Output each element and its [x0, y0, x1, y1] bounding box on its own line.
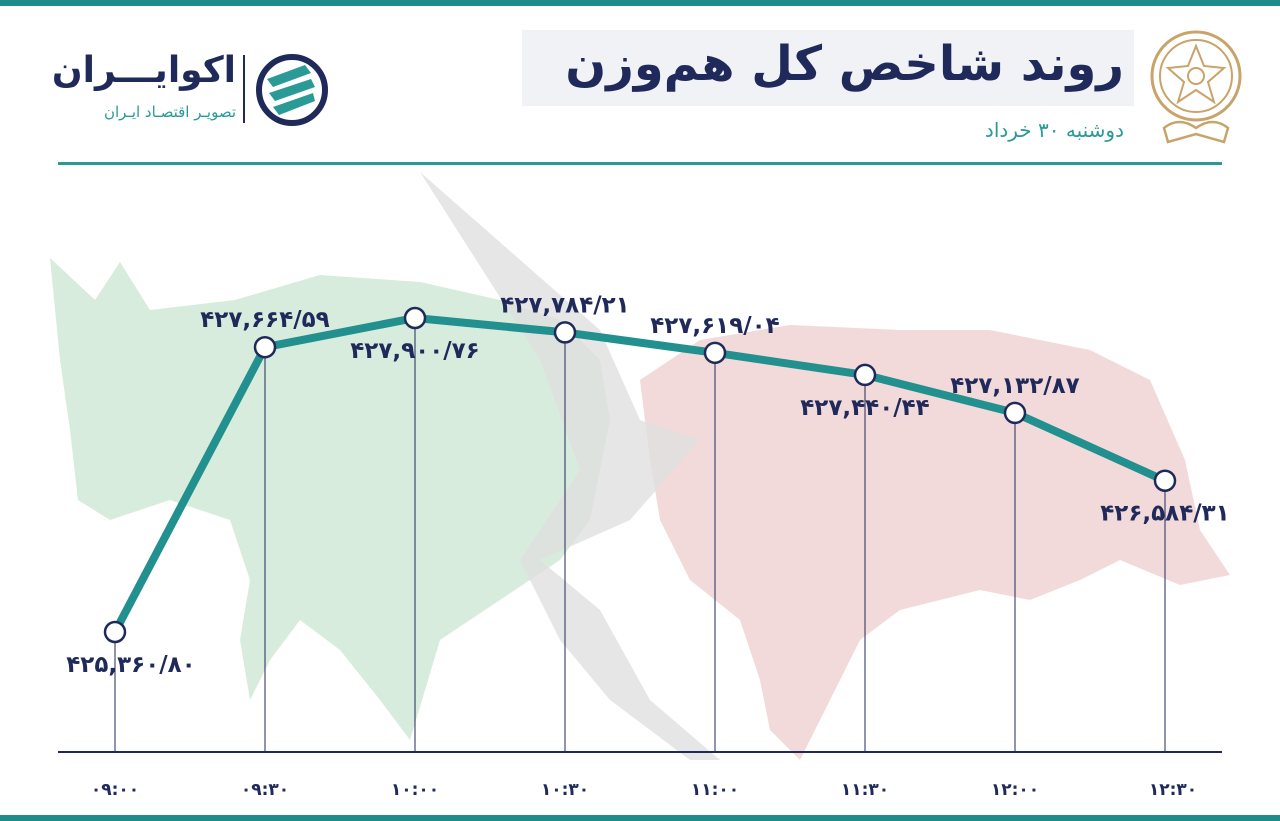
bottom-accent-bar	[0, 815, 1280, 821]
x-tick-label: ۱۲:۰۰	[991, 780, 1039, 800]
value-label: ۴۲۷,۹۰۰/۷۶	[350, 338, 479, 364]
chart-title: روند شاخص کل هم‌وزن	[565, 36, 1124, 92]
x-tick-labels: ۰۹:۰۰ ۰۹:۳۰ ۱۰:۰۰ ۱۰:۳۰ ۱۱:۰۰ ۱۱:۳۰ ۱۲:۰۰ ۱۲:۳۰	[91, 780, 1197, 800]
value-label: ۴۲۷,۷۸۴/۲۱	[500, 292, 629, 318]
bear-silhouette	[640, 325, 1230, 760]
data-point	[853, 363, 877, 387]
data-points	[103, 306, 1177, 644]
value-label: ۴۲۵,۳۶۰/۸۰	[66, 652, 195, 678]
bull-silhouette	[50, 258, 610, 740]
value-label: ۴۲۶,۵۸۴/۳۱	[1100, 501, 1229, 527]
title-box: روند شاخص کل هم‌وزن	[522, 30, 1134, 106]
series-line	[111, 314, 1169, 636]
header-divider	[58, 162, 1222, 165]
value-labels: ۴۲۵,۳۶۰/۸۰ ۴۲۷,۶۶۴/۵۹ ۴۲۷,۹۰۰/۷۶ ۴۲۷,۷۸۴/۲۱…	[66, 292, 1229, 678]
arrow-shape	[420, 172, 720, 760]
value-label: ۴۲۷,۶۶۴/۵۹	[200, 307, 329, 333]
chart-date: دوشنبه ۳۰ خرداد	[984, 118, 1124, 142]
x-tick-label: ۰۹:۰۰	[91, 780, 139, 800]
brand-separator	[243, 55, 245, 123]
value-label: ۴۲۷,۴۴۰/۴۴	[800, 395, 929, 421]
drop-lines	[114, 318, 1166, 752]
x-tick-label: ۱۲:۳۰	[1149, 780, 1197, 800]
value-label: ۴۲۷,۱۳۲/۸۷	[950, 373, 1079, 399]
top-accent-bar	[0, 0, 1280, 6]
data-point	[253, 335, 277, 359]
data-point	[103, 620, 127, 644]
x-tick-label: ۱۱:۰۰	[691, 780, 739, 800]
brand-name: اکوایـــران	[51, 50, 236, 91]
data-point	[403, 306, 427, 330]
x-tick-label: ۱۰:۰۰	[391, 780, 439, 800]
x-tick-label: ۱۰:۳۰	[541, 780, 589, 800]
stock-exchange-seal-icon	[1150, 30, 1242, 144]
ecoiran-logo-icon	[256, 54, 328, 126]
brand-tagline: تصویـر اقتصـاد ایـران	[103, 103, 236, 121]
value-label: ۴۲۷,۶۱۹/۰۴	[650, 313, 779, 339]
data-point	[703, 341, 727, 365]
data-point	[553, 321, 577, 344]
bull-bear-background	[50, 172, 1230, 760]
x-tick-label: ۱۱:۳۰	[841, 780, 889, 800]
data-point	[1153, 469, 1177, 492]
x-tick-label: ۰۹:۳۰	[241, 780, 289, 800]
data-point	[1003, 401, 1027, 425]
